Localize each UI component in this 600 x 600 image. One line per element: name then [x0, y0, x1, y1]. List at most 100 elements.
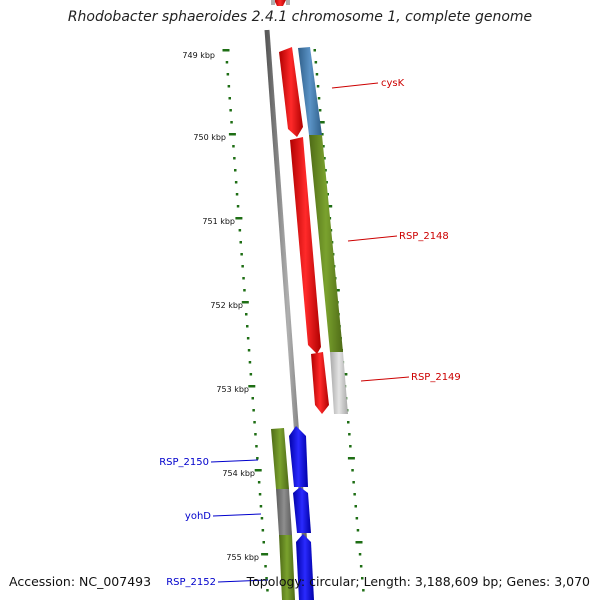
cds-feature[interactable]	[289, 426, 308, 487]
scale-tick	[245, 313, 248, 316]
scale-label: 753 kbp	[216, 385, 249, 394]
scale-tick	[258, 493, 262, 496]
scale-tick	[314, 61, 318, 64]
scale-tick	[264, 565, 267, 568]
scale-tick	[228, 133, 236, 136]
scale-tick	[355, 517, 359, 520]
scale-label: 754 kbp	[222, 469, 255, 478]
scale-ticks-left	[222, 49, 269, 592]
cds-feature[interactable]	[296, 534, 314, 600]
gene-label-rsp-2150[interactable]: RSP_2150	[159, 457, 209, 468]
scale-tick	[228, 97, 231, 100]
scale-tick	[233, 157, 236, 160]
scale-tick	[265, 577, 268, 580]
scale-tick	[248, 385, 256, 388]
scale-tick	[261, 529, 265, 532]
scale-tick	[259, 505, 263, 508]
scale-tick	[349, 445, 352, 448]
cds-feature[interactable]	[279, 47, 303, 137]
scale-tick	[253, 421, 256, 424]
scale-tick	[241, 265, 244, 268]
scale-tick	[354, 505, 357, 508]
cds-feature[interactable]	[293, 487, 311, 533]
cog-feature	[279, 535, 295, 600]
scale-tick	[227, 85, 231, 88]
scale-tick	[249, 373, 253, 376]
scale-tick	[261, 553, 269, 556]
scale-tick	[222, 49, 230, 52]
scale-tick	[238, 229, 242, 232]
scale-tick	[247, 349, 251, 352]
scale-tick	[232, 145, 235, 148]
scale-tick	[348, 433, 351, 436]
scale-tick	[234, 169, 237, 172]
scale-tick	[317, 121, 325, 124]
scale-tick	[347, 421, 350, 424]
scale-tick	[355, 541, 363, 544]
scale-tick	[241, 301, 249, 304]
scale-tick	[262, 541, 265, 544]
map-title: Rhodobacter sphaeroides 2.4.1 chromosome…	[67, 9, 533, 25]
scale-tick	[317, 97, 321, 100]
scale-tick	[352, 481, 355, 484]
cds-feature[interactable]	[290, 137, 321, 354]
scale-tick	[351, 469, 354, 472]
scale-tick	[257, 481, 261, 484]
scale-tick	[235, 193, 239, 196]
accession-text: Accession: NC_007493	[9, 574, 152, 589]
gene-label-rsp-2152[interactable]: RSP_2152	[166, 577, 216, 588]
scale-tick	[326, 193, 329, 196]
scale-tick	[362, 589, 365, 592]
scale-tick	[230, 121, 233, 124]
scale-tick	[248, 361, 252, 364]
cog-feature	[330, 352, 348, 414]
scale-tick	[246, 337, 250, 340]
scale-tick	[226, 73, 230, 76]
scale-tick	[235, 217, 243, 220]
scale-tick	[266, 589, 269, 592]
scale-tick	[315, 73, 319, 76]
scale-tick	[325, 181, 328, 184]
scale-label: 749 kbp	[182, 51, 215, 60]
gene-label-cysk[interactable]: cysK	[381, 78, 405, 89]
scale-tick	[242, 277, 245, 280]
scale-tick	[318, 109, 322, 112]
scale-tick	[240, 253, 243, 256]
scale-tick	[260, 517, 264, 520]
scale-tick	[256, 457, 259, 460]
scale-tick	[234, 181, 238, 184]
cog-feature	[276, 489, 292, 535]
gene-label-yohd[interactable]: yohD	[185, 511, 211, 522]
cog-feature	[298, 47, 322, 135]
cog-feature	[309, 135, 343, 352]
scale-tick	[356, 529, 360, 532]
gene-label-rsp-2148[interactable]: RSP_2148	[399, 231, 449, 242]
gene-label-rsp-2149[interactable]: RSP_2149	[411, 372, 461, 383]
genome-summary-text: Topology: circular; Length: 3,188,609 bp…	[246, 574, 590, 589]
scale-tick	[225, 61, 229, 64]
scale-tick	[313, 49, 316, 52]
scale-label: 755 kbp	[226, 553, 259, 562]
scale-label: 751 kbp	[202, 217, 235, 226]
scale-label: 752 kbp	[210, 301, 243, 310]
cds-feature[interactable]	[311, 352, 329, 414]
scale-tick	[254, 469, 262, 472]
scale-tick	[254, 433, 257, 436]
scale-tick	[353, 493, 356, 496]
scale-tick	[322, 145, 325, 148]
top-feature-fragment	[274, 0, 286, 6]
scale-tick	[358, 553, 362, 556]
scale-tick	[255, 445, 258, 448]
scale-tick	[359, 565, 363, 568]
scale-tick	[229, 109, 232, 112]
scale-tick	[251, 397, 254, 400]
scale-tick	[324, 169, 327, 172]
scale-tick	[316, 85, 320, 88]
scale-tick	[361, 577, 364, 580]
cog-feature	[271, 428, 289, 489]
scale-tick	[321, 133, 324, 136]
scale-tick	[252, 409, 255, 412]
scale-label: 750 kbp	[193, 133, 226, 142]
scale-tick	[243, 289, 246, 292]
